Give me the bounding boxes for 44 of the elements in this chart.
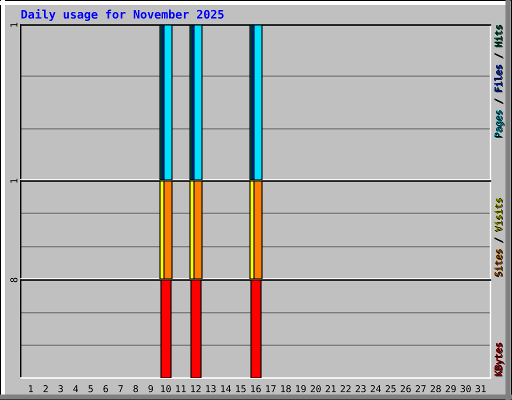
x-tick-label: 10 (161, 385, 171, 392)
x-tick-label: 19 (296, 385, 306, 392)
y-tick-label: 1 (10, 178, 18, 183)
text: Files (494, 64, 503, 92)
text: Pages (494, 110, 505, 138)
x-tick-label: 30 (460, 385, 471, 392)
x-tick-label: 13 (206, 385, 216, 392)
x-tick-label: 26 (400, 385, 411, 392)
x-tick-label: 27 (416, 385, 426, 392)
x-tick-label: 20 (310, 385, 321, 392)
text: / (494, 98, 504, 104)
x-tick-label: 16 (251, 385, 261, 392)
x-tick-label: 24 (370, 385, 381, 392)
x-tick-label: 2 (44, 385, 48, 392)
text: / (494, 238, 504, 244)
x-tick-label: 8 (133, 385, 138, 392)
chart-title: Daily usage for November 2025 (21, 9, 224, 21)
x-tick-label: 6 (103, 385, 108, 392)
x-tick-label: 21 (326, 385, 336, 392)
x-tick-label: 7 (118, 385, 123, 392)
x-tick-label: 9 (148, 385, 153, 392)
x-tick-label: 1 (28, 385, 33, 392)
text: Hits (494, 25, 503, 48)
x-tick-label: 18 (281, 385, 291, 392)
y-tick-label: 8 (10, 278, 18, 282)
text: / (494, 53, 504, 59)
text: KBytes (494, 342, 505, 376)
x-tick-label: 14 (221, 385, 231, 392)
y-tick-label: 1 (10, 22, 18, 27)
x-tick-label: 17 (266, 385, 276, 392)
x-tick-label: 5 (88, 385, 93, 392)
x-tick-label: 29 (446, 385, 456, 392)
x-tick-label: 28 (430, 385, 441, 392)
x-tick-label: 4 (73, 385, 78, 392)
x-tick-label: 25 (386, 385, 396, 392)
x-tick-label: 3 (58, 385, 63, 392)
x-tick-label: 12 (191, 385, 201, 392)
x-tick-label: 22 (340, 385, 351, 392)
x-tick-label: 31 (476, 385, 486, 392)
x-tick-label: 15 (236, 385, 246, 392)
text: Visits (494, 198, 503, 232)
x-tick-label: 23 (356, 385, 366, 392)
text: Sites (494, 249, 503, 278)
x-tick-label: 11 (176, 385, 186, 392)
